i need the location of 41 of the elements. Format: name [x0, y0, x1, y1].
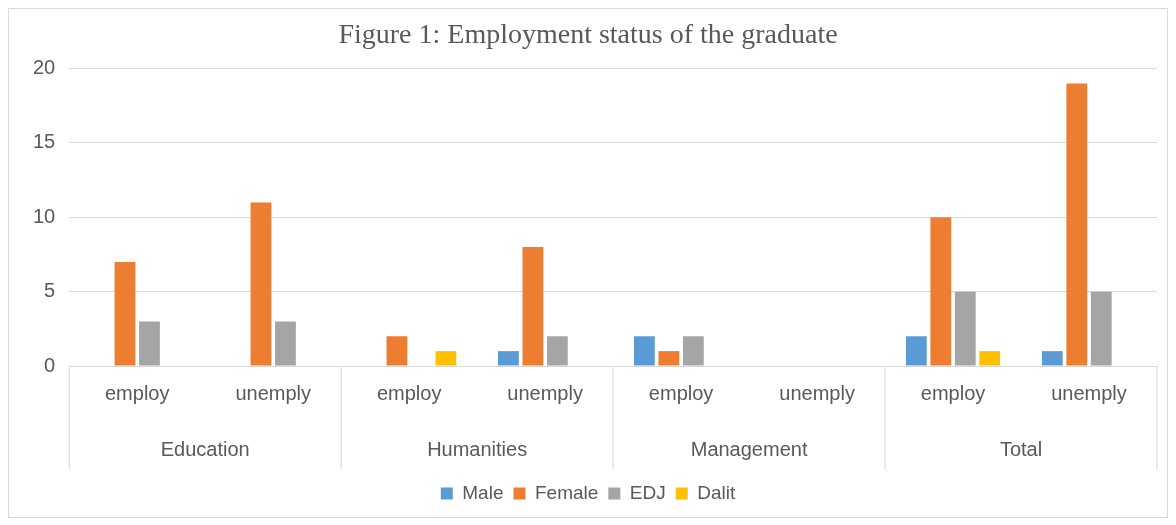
x-tick-label: unemply: [507, 381, 583, 404]
bar: [905, 336, 927, 366]
bar: [658, 351, 680, 366]
text: Education: [160, 437, 250, 460]
y-tick-label: 10: [33, 204, 56, 227]
bar: [1041, 351, 1063, 366]
text: Total: [999, 437, 1043, 460]
bar: [522, 247, 544, 366]
text: Humanities: [427, 437, 528, 460]
legend-label: Male: [462, 481, 504, 503]
chart-title: Figure 1: Employment status of the graduate: [338, 18, 838, 50]
legend-label: Dalit: [697, 481, 736, 503]
x-tick-label: unemply: [779, 381, 855, 404]
bar: [386, 336, 408, 366]
text: Management: [690, 437, 808, 460]
bar: [979, 351, 1001, 366]
bar: [546, 336, 568, 366]
bar: [1090, 291, 1112, 366]
legend-label: EDJ: [629, 481, 666, 503]
bar: [139, 321, 160, 366]
bar: [682, 336, 704, 366]
bar: [498, 351, 519, 366]
legend-label: Female: [534, 481, 599, 503]
bar: [250, 202, 272, 366]
y-tick-label: 5: [44, 279, 56, 302]
bar: [275, 321, 296, 366]
x-tick-label: unemply: [235, 381, 311, 404]
bar: [633, 336, 655, 366]
x-tick-label: employ: [104, 381, 170, 404]
bar: [435, 351, 457, 366]
x-tick-label: unemply: [1051, 381, 1127, 404]
y-tick-label: 15: [33, 130, 56, 153]
x-tick-label: employ: [648, 381, 714, 404]
x-tick-label: employ: [920, 381, 986, 404]
bar: [114, 261, 136, 366]
bar: [930, 217, 952, 366]
bar: [954, 291, 976, 366]
x-tick-label: employ: [376, 381, 442, 404]
bar: [1066, 83, 1088, 366]
y-tick-label: 20: [33, 56, 56, 79]
y-tick-label: 0: [44, 353, 56, 376]
